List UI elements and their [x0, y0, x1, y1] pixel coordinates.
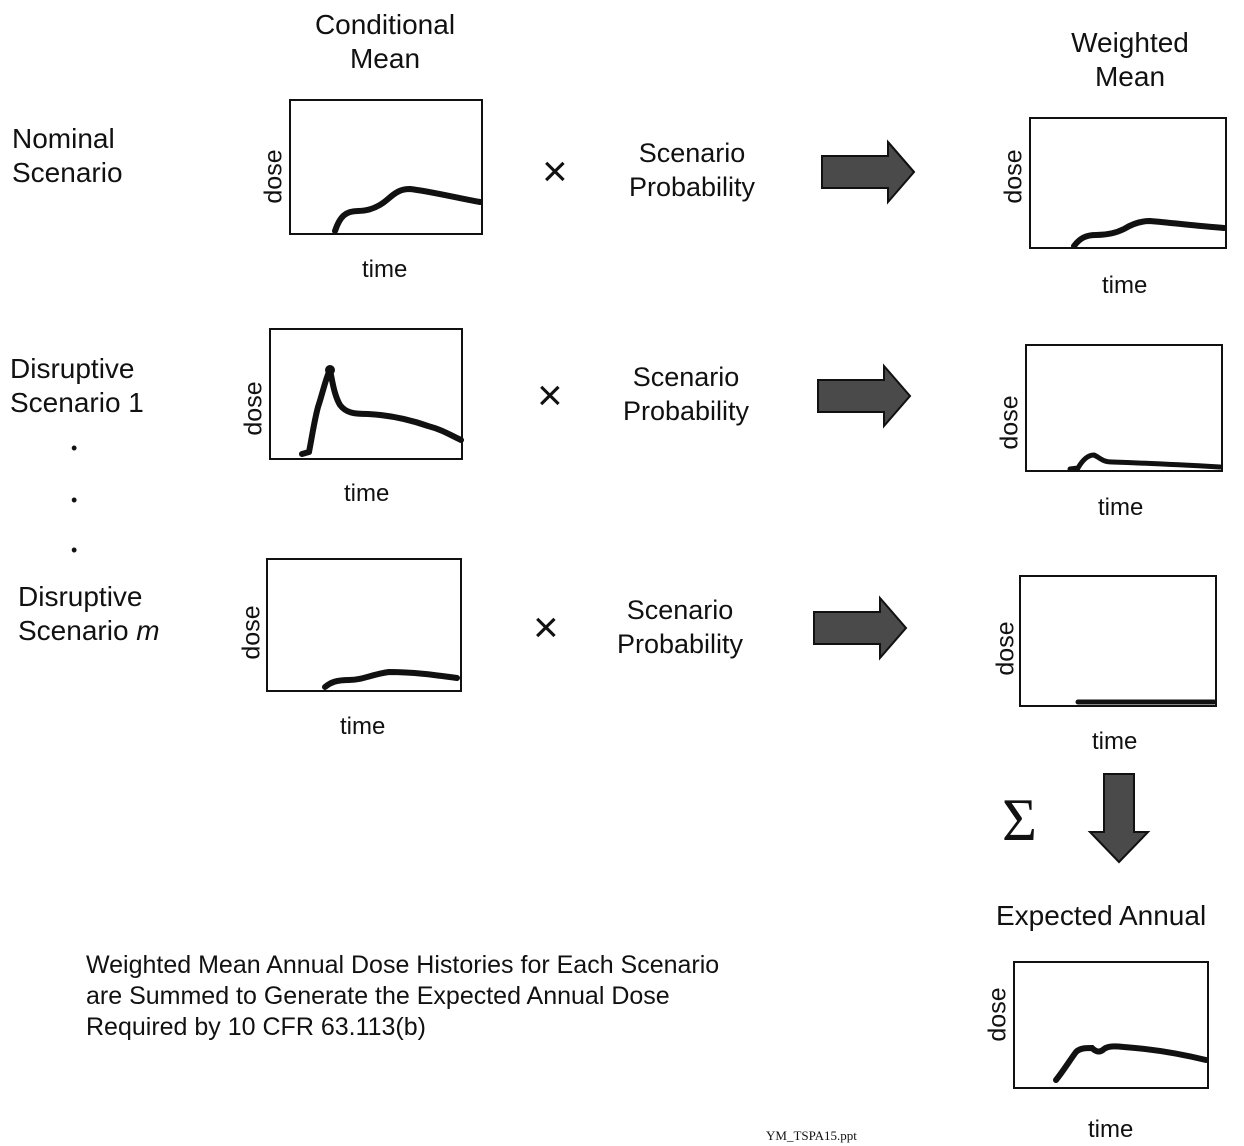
ylabel-dose: dose — [259, 149, 288, 204]
scenario-label-disruptive-1: Disruptive Scenario 1 — [10, 353, 144, 418]
footer-filename: YM_TSPA15.ppt — [766, 1128, 857, 1143]
expected-annual-plot — [1013, 961, 1209, 1089]
xlabel-time: time — [344, 480, 390, 507]
xlabel-time: time — [1088, 1116, 1134, 1143]
conditional-plot-disruptive-m — [266, 558, 462, 692]
dose-curve — [299, 367, 464, 457]
ylabel-dose: dose — [991, 621, 1020, 676]
dose-curve — [1067, 452, 1223, 472]
plot-frame — [289, 99, 483, 235]
ellipsis-dot-2: • — [71, 490, 78, 510]
plot-frame — [1019, 575, 1217, 707]
plot-frame — [1013, 961, 1209, 1089]
ylabel-dose: dose — [995, 395, 1024, 450]
plot-frame — [1029, 117, 1227, 249]
plot-frame — [266, 558, 462, 692]
scenario-probability-label: Scenario Probability — [628, 138, 756, 202]
multiply-sign: × — [537, 371, 563, 420]
right-arrow-icon — [821, 139, 916, 205]
ylabel-dose: dose — [237, 605, 266, 660]
ylabel-dose: dose — [983, 987, 1012, 1042]
peak-marker — [325, 365, 335, 375]
conditional-plot-nominal — [289, 99, 483, 235]
xlabel-time: time — [1098, 494, 1144, 521]
xlabel-time: time — [340, 713, 386, 740]
dose-curve — [332, 185, 483, 234]
weighted-plot-nominal — [1029, 117, 1227, 249]
dose-curve — [1071, 217, 1227, 249]
xlabel-time: time — [1102, 272, 1148, 299]
scenario-probability-label: Scenario Probability — [616, 595, 744, 659]
conditional-mean-header: Conditional Mean — [314, 9, 456, 74]
ylabel-dose: dose — [999, 149, 1028, 204]
multiply-sign: × — [533, 603, 559, 652]
scenario-label-nominal: Nominal Scenario — [12, 123, 123, 188]
xlabel-time: time — [1092, 728, 1138, 755]
plot-frame — [1025, 344, 1223, 472]
plot-frame — [269, 328, 463, 460]
scenario-label-disruptive-m: Disruptive Scenario m — [18, 581, 160, 646]
summation-symbol: Σ — [1002, 787, 1037, 853]
description-text: Weighted Mean Annual Dose Histories for … — [86, 951, 720, 1041]
dose-curve — [1053, 1043, 1209, 1083]
ellipsis-dot-1: • — [71, 438, 78, 458]
down-arrow-icon — [1087, 773, 1151, 864]
weighted-plot-disruptive-1 — [1025, 344, 1223, 472]
multiply-sign: × — [542, 147, 568, 196]
ylabel-dose: dose — [239, 381, 268, 436]
scenario-probability-label: Scenario Probability — [622, 362, 750, 426]
conditional-plot-disruptive-1 — [269, 328, 464, 460]
ellipsis-dot-3: • — [71, 540, 78, 560]
weighted-mean-header: Weighted Mean — [1071, 27, 1189, 92]
right-arrow-icon — [813, 595, 908, 661]
right-arrow-icon — [817, 363, 912, 429]
dose-curve — [322, 668, 460, 690]
expected-annual-header: Expected Annual — [996, 900, 1207, 931]
xlabel-time: time — [362, 256, 408, 283]
weighted-plot-disruptive-m — [1019, 575, 1217, 707]
